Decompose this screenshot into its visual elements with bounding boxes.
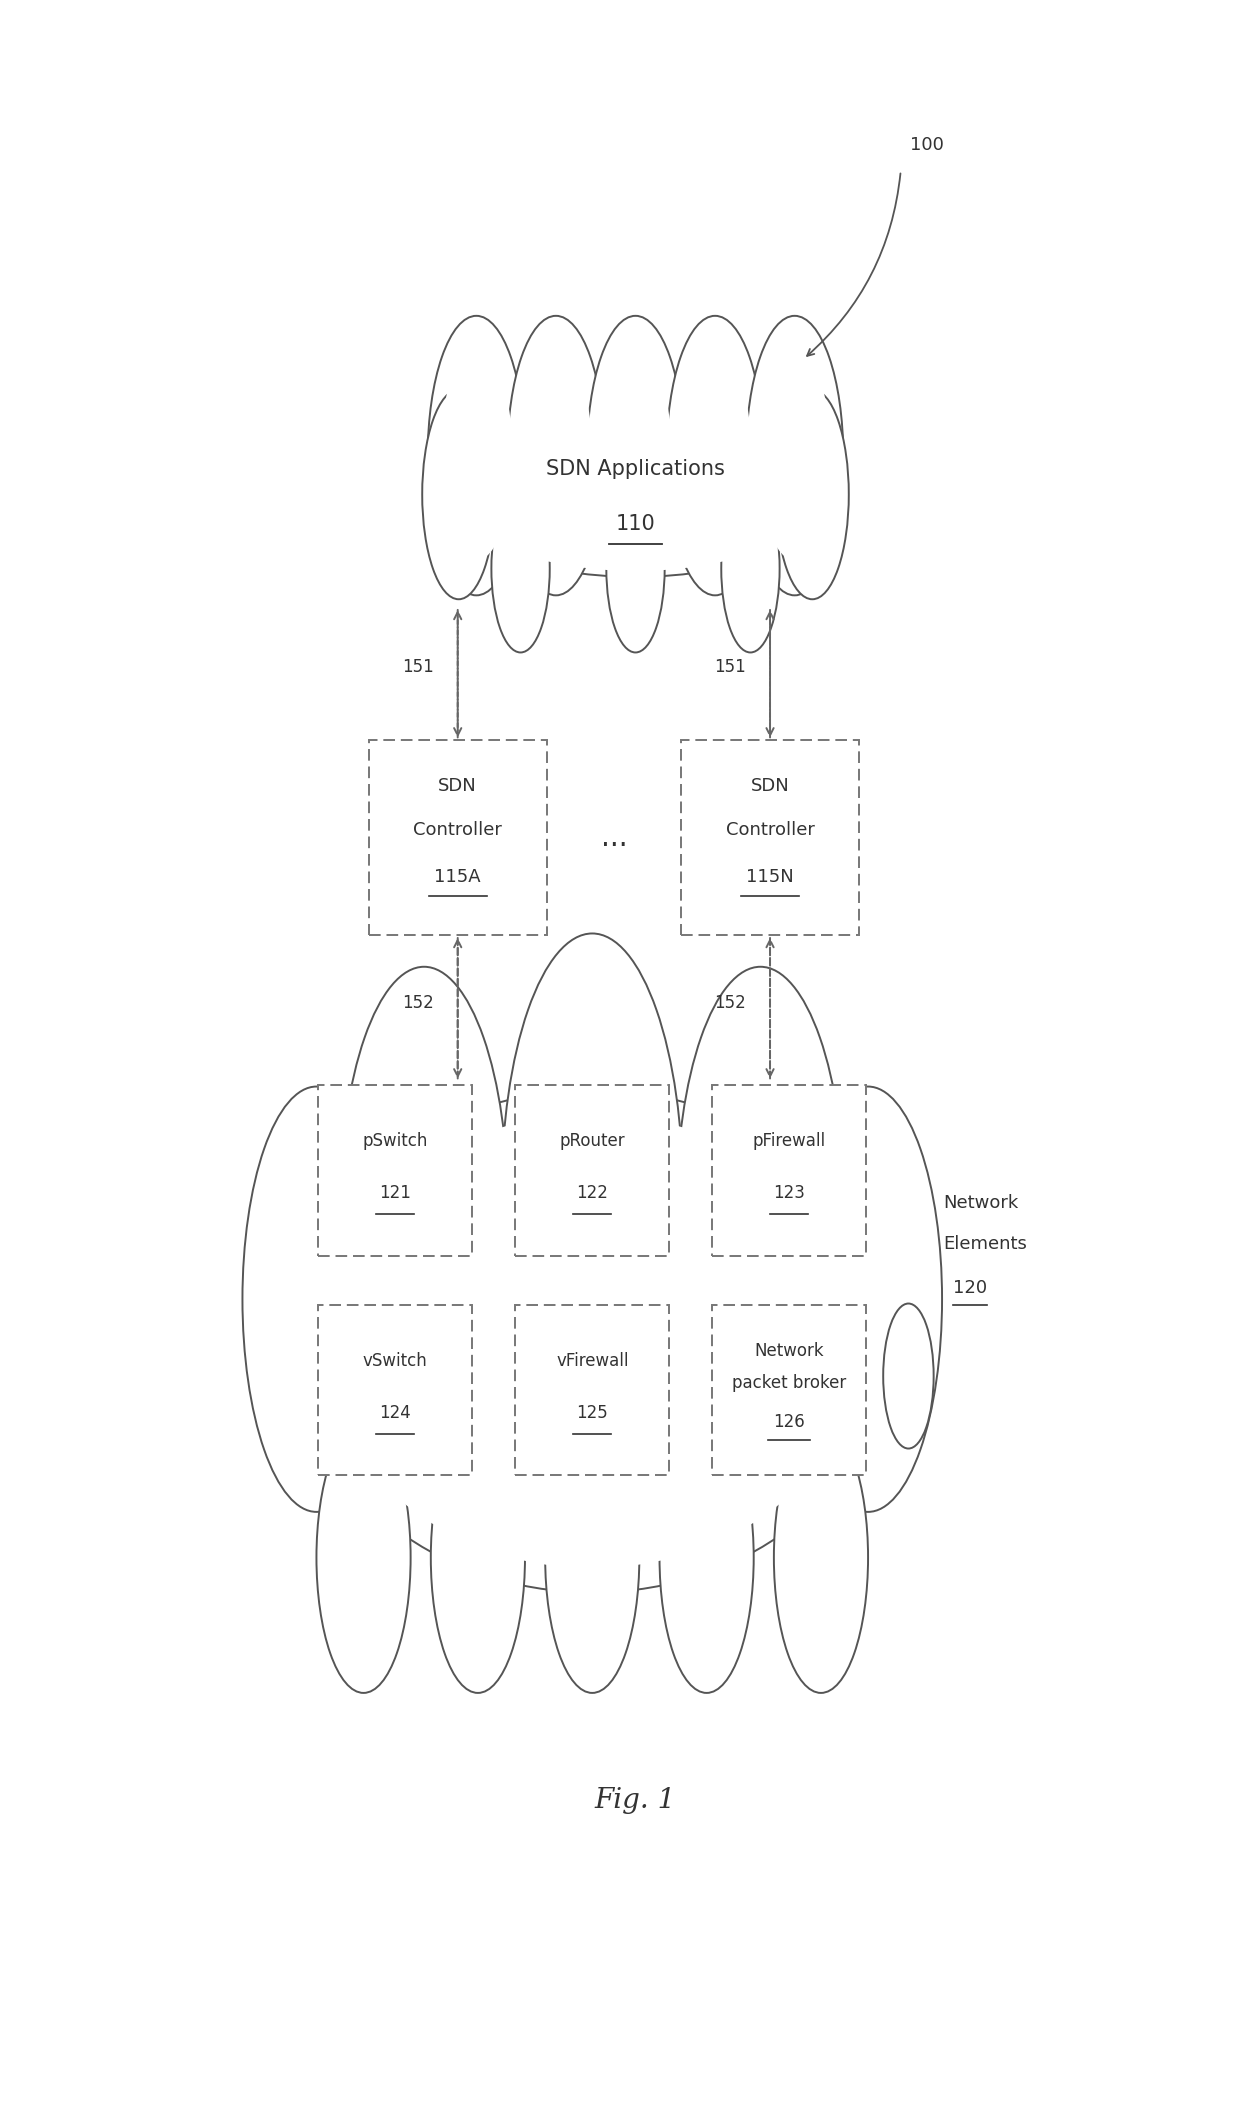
Text: 115N: 115N <box>746 867 794 886</box>
Ellipse shape <box>758 350 831 561</box>
Text: 100: 100 <box>910 137 944 154</box>
Ellipse shape <box>614 506 657 631</box>
Ellipse shape <box>454 418 817 572</box>
FancyBboxPatch shape <box>368 740 547 934</box>
Text: pRouter: pRouter <box>559 1133 625 1149</box>
Ellipse shape <box>606 485 665 652</box>
Text: 151: 151 <box>402 658 434 677</box>
Text: 151: 151 <box>714 658 746 677</box>
Ellipse shape <box>666 316 764 595</box>
Text: 123: 123 <box>774 1185 805 1202</box>
Ellipse shape <box>794 1086 942 1512</box>
Text: Network: Network <box>942 1194 1018 1213</box>
Ellipse shape <box>501 934 683 1455</box>
Text: 120: 120 <box>952 1278 987 1297</box>
Text: 121: 121 <box>379 1185 412 1202</box>
Ellipse shape <box>883 1303 934 1449</box>
Ellipse shape <box>361 1027 487 1390</box>
Ellipse shape <box>587 316 684 595</box>
Ellipse shape <box>776 390 849 599</box>
Ellipse shape <box>746 316 843 595</box>
Text: SDN: SDN <box>750 776 790 795</box>
Ellipse shape <box>422 390 495 599</box>
Ellipse shape <box>786 1455 857 1660</box>
Ellipse shape <box>498 506 542 631</box>
Text: pFirewall: pFirewall <box>753 1133 826 1149</box>
Ellipse shape <box>676 966 844 1451</box>
Text: packet broker: packet broker <box>732 1375 847 1392</box>
FancyBboxPatch shape <box>713 1086 867 1255</box>
FancyBboxPatch shape <box>516 1086 670 1255</box>
FancyBboxPatch shape <box>516 1305 670 1474</box>
Text: ...: ... <box>601 825 627 852</box>
Ellipse shape <box>428 316 525 595</box>
Text: Elements: Elements <box>942 1234 1027 1253</box>
Text: 122: 122 <box>577 1185 608 1202</box>
Ellipse shape <box>557 1455 627 1660</box>
Text: 126: 126 <box>774 1413 805 1432</box>
FancyBboxPatch shape <box>319 1086 472 1255</box>
Ellipse shape <box>324 1114 862 1569</box>
Ellipse shape <box>440 350 513 561</box>
Ellipse shape <box>729 506 773 631</box>
Ellipse shape <box>671 1455 742 1660</box>
Ellipse shape <box>243 1086 391 1512</box>
Ellipse shape <box>678 350 751 561</box>
Text: 125: 125 <box>577 1405 608 1421</box>
Text: Network: Network <box>754 1341 825 1360</box>
Text: vFirewall: vFirewall <box>556 1352 629 1369</box>
Ellipse shape <box>443 1455 513 1660</box>
Ellipse shape <box>316 1421 410 1694</box>
Ellipse shape <box>660 1421 754 1694</box>
Text: Controller: Controller <box>725 820 815 839</box>
Text: Fig. 1: Fig. 1 <box>595 1786 676 1814</box>
Ellipse shape <box>329 1455 399 1660</box>
FancyBboxPatch shape <box>681 740 859 934</box>
Ellipse shape <box>441 411 830 578</box>
Text: 152: 152 <box>402 993 434 1012</box>
Text: 110: 110 <box>615 515 656 534</box>
Text: 152: 152 <box>714 993 746 1012</box>
Text: 115A: 115A <box>434 867 481 886</box>
Text: vSwitch: vSwitch <box>363 1352 428 1369</box>
Ellipse shape <box>491 485 549 652</box>
Text: Controller: Controller <box>413 820 502 839</box>
Ellipse shape <box>520 350 593 561</box>
FancyBboxPatch shape <box>713 1305 867 1474</box>
FancyBboxPatch shape <box>319 1305 472 1474</box>
Ellipse shape <box>697 1027 823 1390</box>
Text: pSwitch: pSwitch <box>362 1133 428 1149</box>
Ellipse shape <box>722 485 780 652</box>
Ellipse shape <box>507 316 605 595</box>
Ellipse shape <box>774 1421 868 1694</box>
Text: SDN Applications: SDN Applications <box>546 460 725 479</box>
Text: 124: 124 <box>379 1405 412 1421</box>
Ellipse shape <box>430 1421 525 1694</box>
Ellipse shape <box>525 1000 661 1390</box>
Ellipse shape <box>546 1421 640 1694</box>
Ellipse shape <box>340 966 508 1451</box>
Ellipse shape <box>296 1090 888 1592</box>
Ellipse shape <box>599 350 672 561</box>
Text: SDN: SDN <box>439 776 477 795</box>
